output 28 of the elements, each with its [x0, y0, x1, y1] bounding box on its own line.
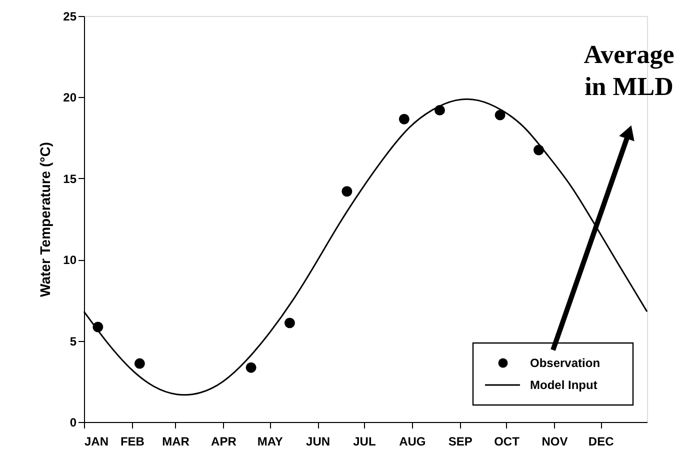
point [342, 186, 352, 197]
x-tick-label: SEP [448, 434, 472, 448]
point [134, 358, 145, 369]
y-tick-label: 10 [63, 253, 77, 268]
x-tick-label: APR [211, 434, 237, 448]
x-tick-label: DEC [588, 434, 614, 448]
x-tick-label: OCT [494, 434, 520, 448]
x-tick-label: JUL [353, 434, 376, 448]
x-tick-label: JUN [306, 434, 330, 448]
y-axis-title: Water Temperature (°C) [37, 142, 54, 297]
x-tick-label: FEB [120, 434, 145, 448]
legend-label: Observation [530, 356, 600, 370]
x-tick-label: JAN [84, 434, 109, 448]
point [246, 362, 256, 373]
y-tick-label: 0 [70, 416, 77, 430]
annotation: Average in MLD [584, 40, 674, 101]
x-tick-label: MAR [162, 434, 190, 448]
y-tick-label: 25 [63, 10, 77, 24]
point [284, 318, 295, 328]
y-tick-label: 5 [70, 334, 77, 348]
legend-label: Model Input [530, 378, 598, 392]
y-tick-label: 20 [63, 90, 77, 105]
x-tick-label: NOV [542, 434, 568, 448]
point [398, 114, 410, 124]
point [494, 110, 506, 120]
x-tick-label: AUG [399, 434, 426, 448]
x-tick-label: MAY [257, 434, 283, 448]
y-tick-label: 15 [63, 172, 77, 186]
